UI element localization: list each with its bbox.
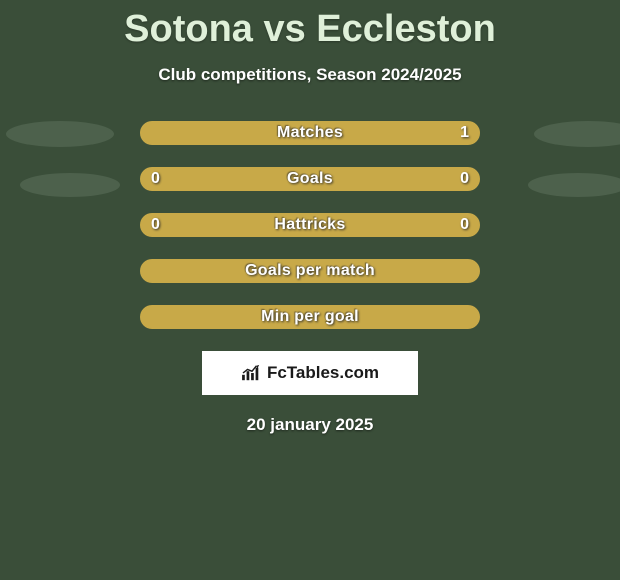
stat-right-value: 1 xyxy=(460,124,469,142)
placeholder-oval xyxy=(6,121,114,147)
stats-panel: Matches 1 0 Goals 0 0 Hattricks 0 Goals … xyxy=(0,121,620,435)
stat-row-matches: Matches 1 xyxy=(140,121,480,145)
stat-left-value: 0 xyxy=(151,170,160,188)
branding-text: FcTables.com xyxy=(267,363,379,383)
stat-row-goals: 0 Goals 0 xyxy=(140,167,480,191)
stat-label: Goals per match xyxy=(245,262,375,280)
placeholder-oval xyxy=(534,121,620,147)
stat-row-mpg: Min per goal xyxy=(140,305,480,329)
placeholder-oval xyxy=(20,173,120,197)
barchart-icon xyxy=(241,364,263,382)
page-title: Sotona vs Eccleston xyxy=(0,0,620,51)
placeholder-oval xyxy=(528,173,620,197)
stat-row-hattricks: 0 Hattricks 0 xyxy=(140,213,480,237)
stat-label: Goals xyxy=(287,170,333,188)
stat-label: Min per goal xyxy=(261,308,359,326)
stat-label: Matches xyxy=(277,124,343,142)
page-subtitle: Club competitions, Season 2024/2025 xyxy=(0,65,620,85)
stat-label: Hattricks xyxy=(274,216,345,234)
stat-right-value: 0 xyxy=(460,170,469,188)
stat-left-value: 0 xyxy=(151,216,160,234)
stat-row-gpm: Goals per match xyxy=(140,259,480,283)
stats-bars: Matches 1 0 Goals 0 0 Hattricks 0 Goals … xyxy=(140,121,480,329)
stat-right-value: 0 xyxy=(460,216,469,234)
footer-date: 20 january 2025 xyxy=(0,415,620,435)
branding-box: FcTables.com xyxy=(202,351,418,395)
